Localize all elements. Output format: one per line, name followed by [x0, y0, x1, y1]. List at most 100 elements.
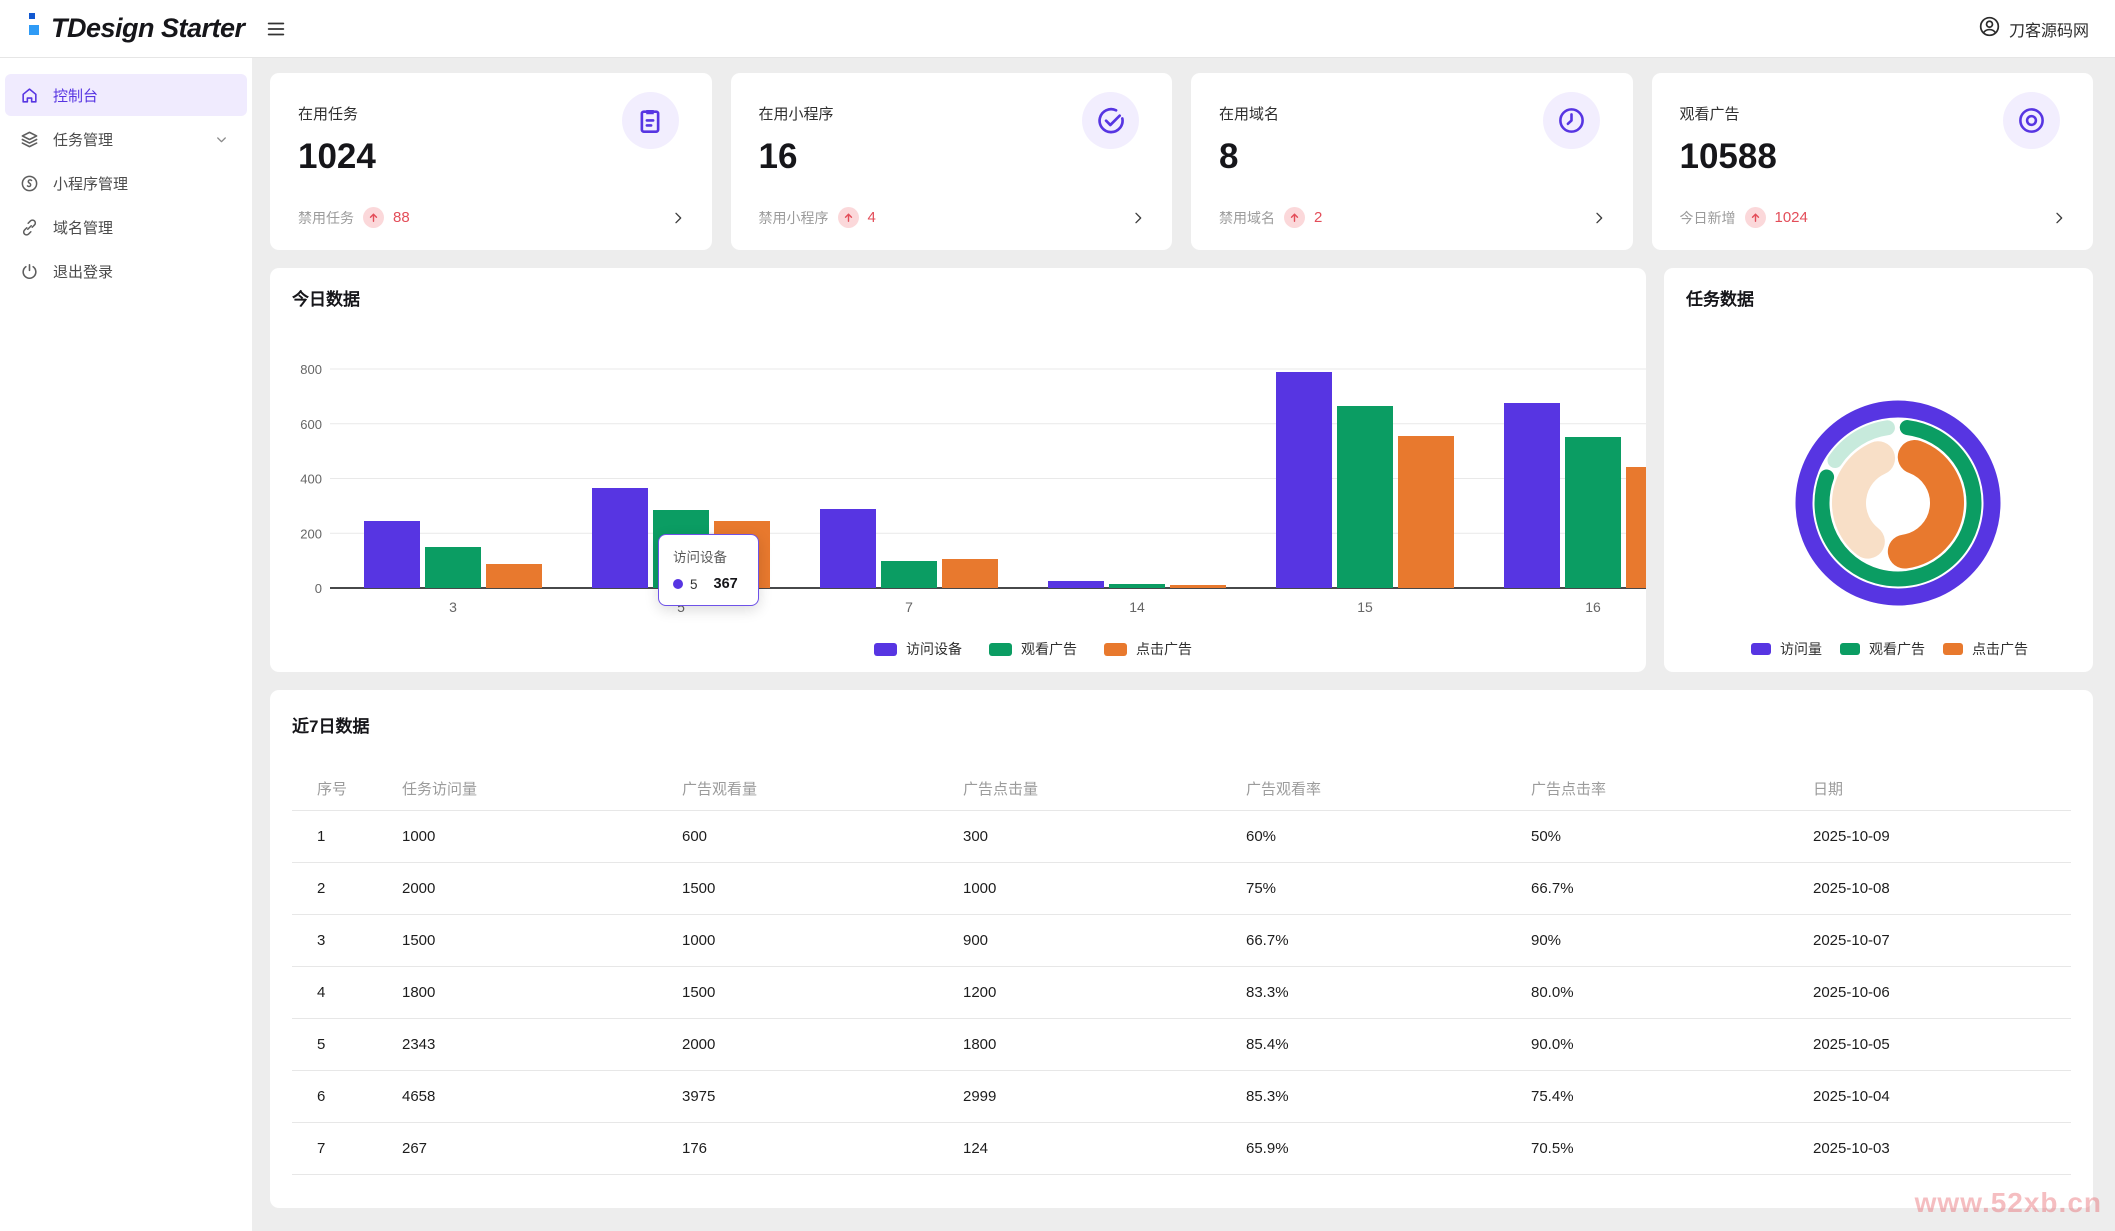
- sidebar-item-task-management[interactable]: 任务管理: [5, 118, 247, 160]
- sidebar-item-domain-management[interactable]: 域名管理: [5, 206, 247, 248]
- chevron-right-icon[interactable]: [2051, 210, 2067, 226]
- stat-cards-row: 在用任务 1024 禁用任务 88: [270, 73, 2093, 250]
- table-column-header: 任务访问量: [377, 767, 657, 811]
- legend-label: 访问设备: [906, 641, 962, 657]
- table-cell: 85.4%: [1221, 1018, 1506, 1071]
- bar-访问设备-15[interactable]: [1276, 372, 1332, 588]
- table-row: 1 1000 600 300 60% 50% 2025-10-09: [292, 810, 2071, 863]
- table-cell: 900: [938, 914, 1221, 967]
- miniprogram-icon: [20, 174, 39, 193]
- donut-ring-访问量[interactable]: [1795, 400, 2001, 606]
- x-axis-tick: 14: [1129, 599, 1145, 615]
- legend-item-点击广告[interactable]: 点击广告: [1104, 639, 1192, 659]
- stat-card-active-domains: 在用域名 8 禁用域名 2: [1191, 73, 1633, 250]
- bar-点击广告-16[interactable]: [1626, 467, 1646, 588]
- bar-访问设备-7[interactable]: [820, 509, 876, 588]
- donut-chart: [1795, 400, 2001, 606]
- sidebar-item-label: 控制台: [53, 87, 99, 105]
- y-axis-tick: 200: [300, 526, 322, 541]
- bar-点击广告-3[interactable]: [486, 564, 542, 588]
- legend-item-观看广告[interactable]: 观看广告: [989, 639, 1077, 659]
- user-menu[interactable]: 刀客源码网: [1978, 15, 2089, 43]
- y-axis-tick: 0: [315, 581, 322, 596]
- bar-点击广告-15[interactable]: [1398, 436, 1454, 588]
- trend-up-icon: [363, 207, 384, 228]
- main-content: 在用任务 1024 禁用任务 88: [252, 58, 2115, 1231]
- legend-item-访问量[interactable]: 访问量: [1751, 639, 1822, 659]
- bar-点击广告-7[interactable]: [942, 559, 998, 588]
- sidebar-item-logout[interactable]: 退出登录: [5, 250, 247, 292]
- table-cell: 1000: [657, 914, 938, 967]
- legend-swatch: [874, 642, 897, 656]
- table-cell: 124: [938, 1122, 1221, 1175]
- legend-item-访问设备[interactable]: 访问设备: [874, 639, 962, 659]
- sidebar-item-label: 任务管理: [53, 131, 114, 149]
- table-cell: 1200: [938, 966, 1221, 1019]
- data-table: 序号 任务访问量 广告观看量 广告点击量 广告观看率 广告点击率 日期 1 1000 600 30…: [292, 767, 2071, 1175]
- bar-观看广告-7[interactable]: [881, 561, 937, 588]
- user-icon: [1978, 15, 2001, 43]
- last-7-days-table-card: 近7日数据 序号 任务访问量 广告观看量 广告点击量 广告观看率 广告点击率 日期 1 100…: [270, 690, 2093, 1208]
- donut-ring-点击广告[interactable]: [1887, 439, 1964, 569]
- table-cell: 2025-10-05: [1788, 1018, 2071, 1071]
- stat-label: 观看广告: [1679, 106, 1740, 123]
- tooltip-series-dot: [673, 579, 683, 589]
- table-column-header: 日期: [1788, 767, 2071, 811]
- trend-up-icon: [837, 207, 859, 228]
- donut-chart-legend: 访问量 观看广告 点击广告: [1664, 639, 2093, 659]
- chevron-right-icon[interactable]: [670, 210, 686, 226]
- stat-sub-label: 禁用任务: [298, 209, 354, 226]
- y-axis-tick: 800: [300, 362, 322, 377]
- trend-value: 2: [1314, 209, 1323, 226]
- legend-label: 观看广告: [1869, 641, 1925, 657]
- legend-item-观看广告[interactable]: 观看广告: [1840, 639, 1925, 659]
- stat-sub-label: 今日新增: [1679, 209, 1736, 226]
- stat-label: 在用任务: [298, 106, 359, 123]
- donut-ring-观看广告[interactable]: [1814, 420, 1982, 587]
- sidebar-item-dashboard[interactable]: 控制台: [5, 74, 247, 116]
- chevron-right-icon[interactable]: [1130, 210, 1146, 226]
- table-row: 7 267 176 124 65.9% 70.5% 2025-10-03: [292, 1122, 2071, 1175]
- chevron-right-icon[interactable]: [1591, 210, 1607, 226]
- legend-swatch: [989, 642, 1012, 656]
- hamburger-menu-icon[interactable]: [265, 18, 287, 40]
- donut-ring-rest-点击广告[interactable]: [1832, 441, 1896, 559]
- table-cell: 1500: [657, 862, 938, 915]
- table-cell: 2000: [657, 1018, 938, 1071]
- stat-footer: 禁用域名 2: [1219, 207, 1607, 228]
- bar-观看广告-15[interactable]: [1337, 406, 1393, 588]
- stat-card-active-miniprograms: 在用小程序 16 禁用小程序 4: [730, 73, 1172, 250]
- sidebar-item-label: 小程序管理: [53, 175, 129, 193]
- bar-观看广告-16[interactable]: [1565, 437, 1621, 588]
- bar-观看广告-3[interactable]: [425, 547, 481, 588]
- legend-swatch: [1104, 642, 1127, 656]
- table-cell: 2025-10-08: [1788, 862, 2071, 915]
- table-cell: 4658: [377, 1070, 657, 1123]
- bar-访问设备-14[interactable]: [1048, 581, 1104, 588]
- bar-chart: 0 200 400 600 800 3 5 7 14 15 16: [300, 362, 1646, 615]
- legend-label: 访问量: [1780, 641, 1822, 657]
- trend-up-icon: [1744, 207, 1766, 228]
- x-axis-tick: 3: [449, 599, 457, 615]
- y-axis-tick: 400: [300, 472, 322, 487]
- bar-访问设备-16[interactable]: [1504, 403, 1560, 588]
- logo-icon: [26, 12, 41, 45]
- bar-访问设备-5[interactable]: [592, 488, 648, 588]
- table-column-header: 广告点击率: [1506, 767, 1788, 811]
- bar-点击广告-14[interactable]: [1170, 585, 1226, 588]
- trend-value: 88: [393, 209, 410, 226]
- legend-item-点击广告[interactable]: 点击广告: [1943, 639, 2028, 659]
- table-cell: 66.7%: [1221, 914, 1506, 967]
- stat-value: 16: [758, 137, 798, 176]
- app-logo[interactable]: TDesign Starter: [26, 12, 245, 45]
- stat-footer: 禁用小程序 4: [759, 207, 1147, 228]
- stat-value: 8: [1219, 137, 1239, 176]
- table-cell: 90%: [1506, 914, 1788, 967]
- sidebar-item-miniprogram-management[interactable]: 小程序管理: [5, 162, 247, 204]
- watermark: www.52xb.cn: [1914, 1187, 2102, 1218]
- table-cell: 4: [292, 966, 377, 1019]
- bar-观看广告-14[interactable]: [1109, 584, 1165, 588]
- bar-访问设备-3[interactable]: [364, 521, 420, 588]
- table-column-header: 广告点击量: [938, 767, 1221, 811]
- donut-ring-rest-观看广告[interactable]: [1827, 420, 1895, 469]
